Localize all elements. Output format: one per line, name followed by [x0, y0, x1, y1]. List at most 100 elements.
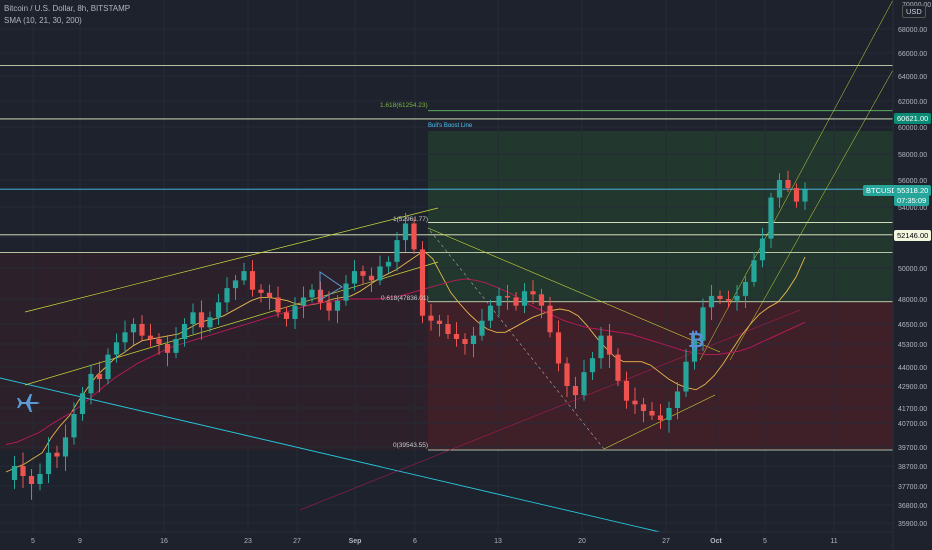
candle-body — [198, 312, 205, 328]
bitcoin-icon: ₿ — [688, 330, 704, 352]
candle-body — [555, 332, 562, 364]
candle-body — [28, 476, 35, 484]
candle-body — [96, 373, 103, 380]
candle-body — [377, 266, 383, 281]
green-zone — [428, 131, 893, 302]
price-tick-label: 42900.00 — [898, 384, 927, 391]
time-tick-label: 11 — [830, 538, 837, 545]
candle-body — [496, 295, 502, 306]
price-axis[interactable]: 35900.00 36800.00 37700.00 38700.00 39700.00… — [898, 27, 927, 528]
candle-body — [181, 324, 188, 339]
candle-body — [266, 292, 273, 298]
candle-body — [436, 320, 443, 324]
sma-line — [5, 250, 806, 473]
candle-body — [717, 295, 723, 299]
level-price-tag-60621: 60621.00 — [894, 113, 932, 124]
candle-body — [156, 339, 162, 344]
candle-body — [649, 411, 655, 416]
countdown-tag: 07:35:09 — [894, 195, 930, 206]
candle-body — [725, 299, 732, 301]
candle-body — [598, 335, 604, 359]
flag-outline — [319, 271, 343, 301]
candle-body — [105, 354, 111, 380]
candle-body — [479, 320, 485, 336]
price-tick-label: 68000.00 — [898, 27, 927, 34]
time-tick-label: 20 — [578, 538, 586, 545]
price-tick-label: 46500.00 — [898, 322, 927, 329]
level-price-tag-52146: 52146.00 — [894, 230, 932, 241]
trend-line — [0, 377, 661, 533]
price-tick-label: 37700.00 — [898, 484, 927, 491]
candle-body — [394, 240, 400, 262]
candle-body — [513, 297, 519, 306]
trend-line — [427, 227, 605, 450]
candles — [11, 170, 808, 500]
fib-1-label: 1(52961.77) — [393, 216, 428, 223]
candle-body — [538, 294, 545, 306]
time-tick-label: 5 — [31, 538, 35, 545]
trend-line — [24, 261, 439, 386]
candle-body — [45, 452, 52, 474]
symbol-title[interactable]: Bitcoin / U.S. Dollar, 8h, BITSTAMP — [4, 4, 131, 13]
candle-body — [445, 324, 451, 334]
candle-body — [275, 297, 281, 313]
candle-body — [360, 271, 366, 276]
candle-body — [802, 189, 808, 202]
currency-label[interactable]: USD — [902, 5, 926, 18]
candle-body — [504, 295, 511, 298]
candle-body — [71, 414, 77, 438]
candle-body — [334, 300, 341, 311]
candle-body — [402, 223, 409, 241]
price-tick-label: 36800.00 — [898, 503, 927, 510]
price-tick-label: 66000.00 — [898, 51, 927, 58]
candle-body — [742, 281, 749, 296]
candle-body — [88, 373, 94, 394]
price-tick-label: 48000.00 — [898, 297, 927, 304]
candle-body — [419, 249, 426, 316]
price-tick-label: 39700.00 — [898, 445, 927, 452]
candle-body — [190, 312, 196, 324]
candle-body — [657, 415, 664, 420]
candle-body — [564, 363, 570, 386]
price-tick-label: 45300.00 — [898, 342, 927, 349]
bulls-boost-label: Bull's Boost Line — [428, 123, 473, 129]
candle-body — [309, 289, 315, 298]
sma-lines — [5, 250, 806, 473]
price-tick-label: 62000.00 — [898, 99, 927, 106]
candle-body — [113, 342, 120, 355]
candle-body — [249, 271, 256, 290]
candle-body — [385, 261, 392, 267]
candle-body — [258, 289, 264, 293]
time-tick-label: 27 — [662, 538, 670, 545]
time-tick-label: 13 — [494, 538, 502, 545]
price-tick-label: 41700.00 — [898, 406, 927, 413]
candle-body — [283, 312, 290, 319]
trend-line — [299, 309, 801, 511]
trend-lines — [0, 0, 894, 533]
candle-body — [589, 358, 596, 373]
time-tick-label: 5 — [763, 538, 767, 545]
annotations: 1.618(61254.23) Bull's Boost Line 1(5296… — [17, 102, 704, 449]
red-zone — [0, 252, 428, 450]
indicator-title[interactable]: SMA (10, 21, 30, 200) — [4, 16, 82, 25]
time-tick-label: 16 — [160, 538, 168, 545]
price-tick-label: 54000.00 — [898, 205, 927, 212]
candle-body — [164, 344, 171, 353]
candle-body — [241, 271, 247, 281]
time-tick-label: 6 — [413, 538, 417, 545]
candle-body — [751, 260, 757, 282]
airplane-icon — [17, 394, 40, 412]
candle-body — [343, 283, 349, 301]
sma-line — [5, 278, 806, 446]
time-axis[interactable]: 5 9 16 23 27 Sep 6 13 20 27 Oct 5 11 — [31, 538, 838, 545]
candle-body — [173, 339, 179, 353]
price-tick-label: 56000.00 — [898, 178, 927, 185]
price-tick-label: 58000.00 — [898, 152, 927, 159]
candle-body — [215, 302, 222, 318]
symbol-badge: BTCUSD — [863, 185, 900, 196]
candle-body — [79, 393, 86, 414]
candle-body — [581, 372, 587, 396]
candle-body — [122, 332, 128, 343]
